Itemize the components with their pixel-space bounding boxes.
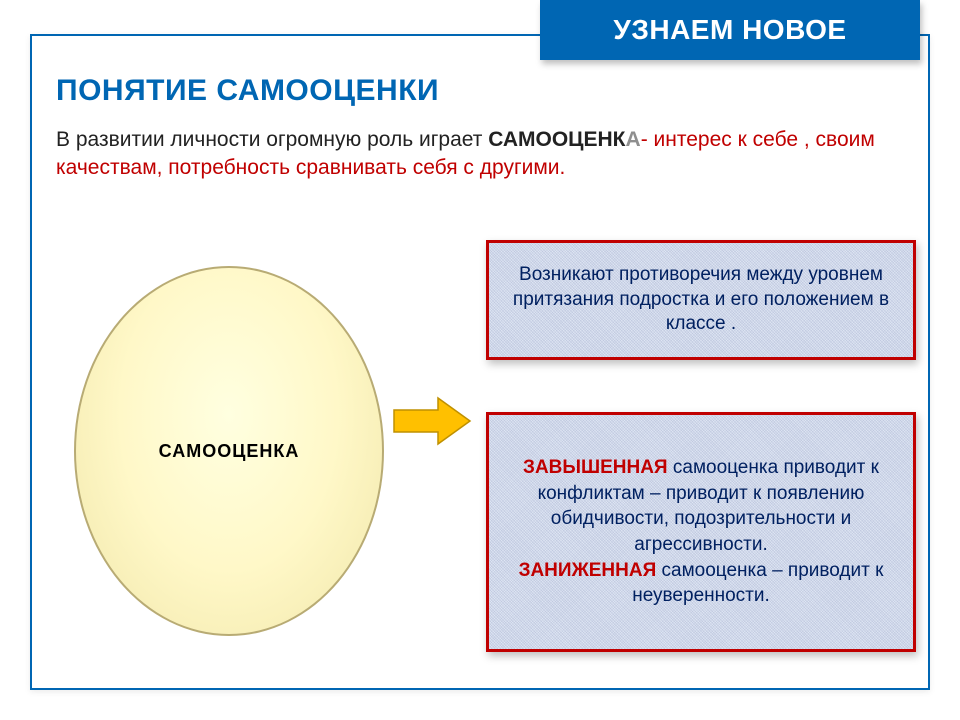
intro-term-muted: А (626, 128, 641, 151)
box-contradiction-text: Возникают противоречия между уровнем при… (509, 263, 893, 337)
concept-ellipse: САМООЦЕНКА (74, 266, 384, 636)
box-selfesteem-text: ЗАВЫШЕННАЯ самооценка приводит к конфлик… (507, 455, 895, 609)
page-title: ПОНЯТИЕ САМООЦЕНКИ (56, 74, 439, 108)
box-selfesteem-types: ЗАВЫШЕННАЯ самооценка приводит к конфлик… (486, 412, 916, 652)
intro-term-dark: САМООЦЕНК (488, 128, 625, 151)
main-frame: ПОНЯТИЕ САМООЦЕНКИ В развитии личности о… (30, 34, 930, 690)
intro-dash: - (641, 128, 648, 151)
term-high: ЗАВЫШЕННАЯ (523, 457, 668, 478)
intro-paragraph: В развитии личности огромную роль играет… (56, 126, 904, 183)
header-tab: УЗНАЕМ НОВОЕ (540, 0, 920, 60)
header-tab-label: УЗНАЕМ НОВОЕ (613, 14, 846, 46)
text-low: самооценка – приводит к неуверенности. (632, 560, 883, 607)
concept-ellipse-label: САМООЦЕНКА (159, 441, 300, 462)
intro-lead: В развитии личности огромную роль играет (56, 128, 488, 151)
term-low: ЗАНИЖЕННАЯ (519, 560, 657, 581)
box-contradiction: Возникают противоречия между уровнем при… (486, 240, 916, 360)
arrow-icon (392, 396, 472, 446)
